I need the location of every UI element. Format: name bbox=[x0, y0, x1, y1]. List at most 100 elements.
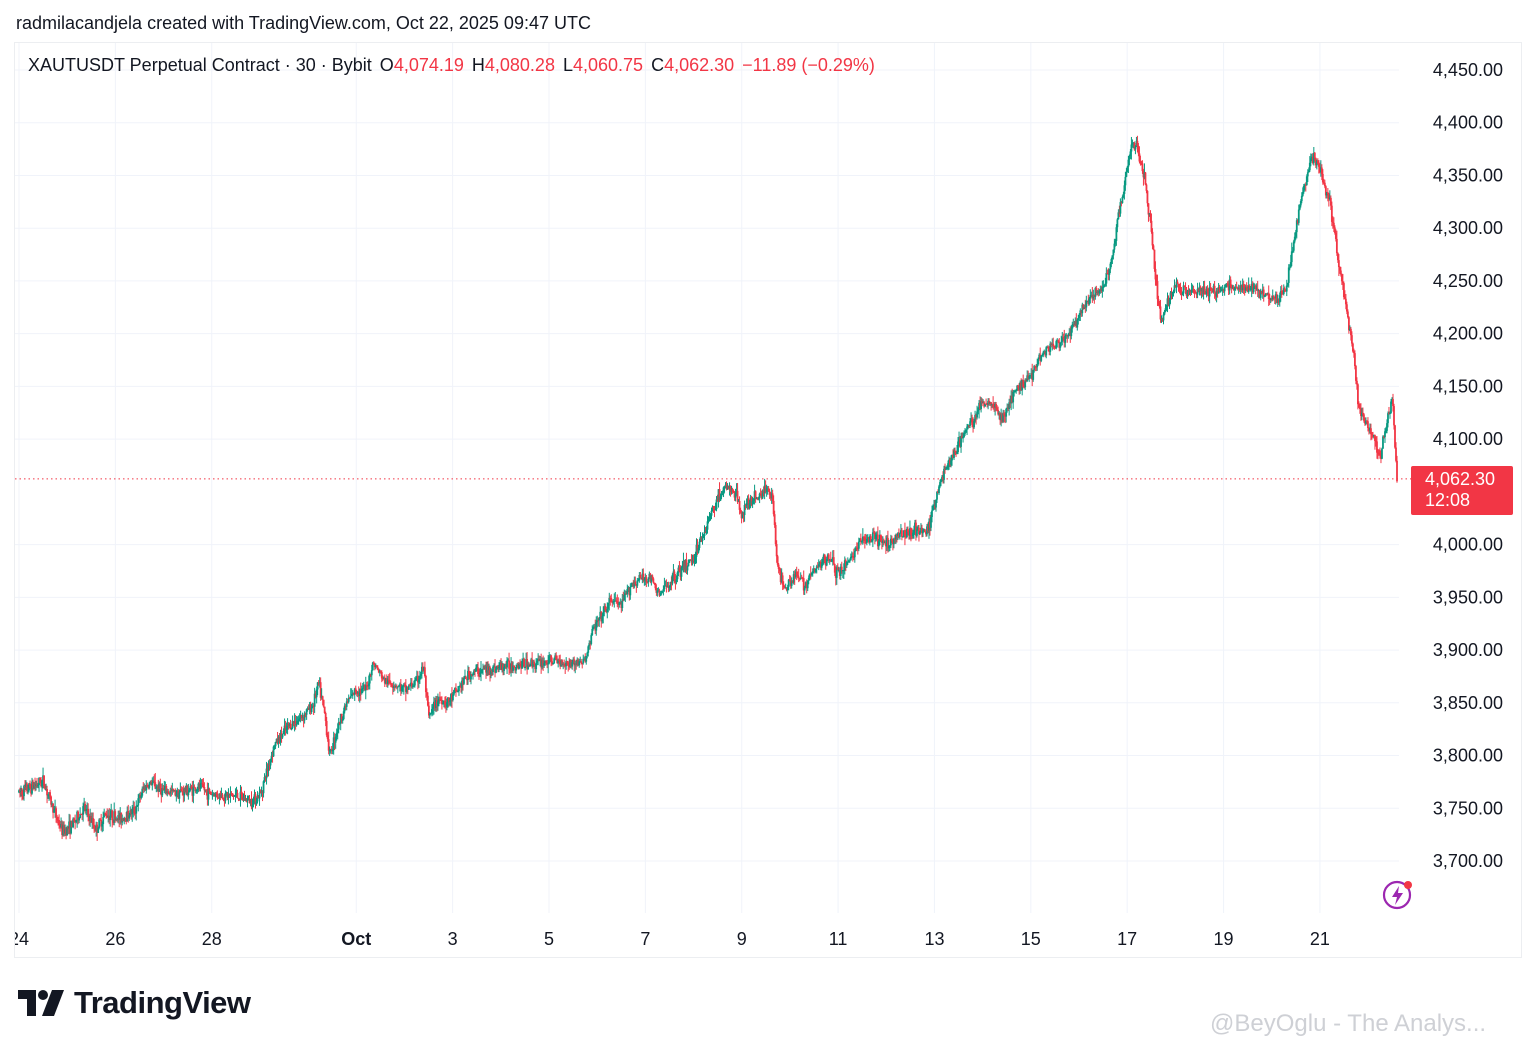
candle-up bbox=[1086, 301, 1089, 303]
candle-up bbox=[1110, 259, 1113, 264]
candle-up bbox=[770, 493, 773, 499]
candle-down bbox=[1378, 452, 1380, 454]
candle-up bbox=[1290, 251, 1293, 263]
candle-down bbox=[526, 659, 529, 670]
candlestick-chart[interactable]: 4,450.00 4,400.00 4,350.00 4,300.00 4,250.00… bbox=[15, 43, 1523, 959]
candle-down bbox=[634, 581, 637, 585]
candle-down bbox=[1370, 428, 1372, 435]
candle-up bbox=[492, 666, 494, 673]
candle-down bbox=[1377, 452, 1379, 454]
candle-down bbox=[1393, 406, 1395, 426]
candle-up bbox=[1111, 255, 1114, 260]
candle-down bbox=[65, 829, 68, 836]
candle-down bbox=[564, 664, 567, 667]
candle-up bbox=[903, 530, 905, 537]
candle-up bbox=[1382, 436, 1384, 449]
candle-up bbox=[815, 566, 818, 569]
candle-up bbox=[710, 510, 713, 516]
candle-up bbox=[437, 701, 439, 707]
candle-down bbox=[1311, 156, 1314, 164]
candle-up bbox=[503, 666, 505, 671]
candle-up bbox=[28, 783, 30, 791]
candle-down bbox=[81, 814, 84, 816]
candle-up bbox=[1202, 286, 1205, 294]
candle-up bbox=[1043, 351, 1046, 353]
candle-down bbox=[268, 765, 271, 767]
y-tick-label: 4,350.00 bbox=[1433, 165, 1503, 185]
candle-down bbox=[177, 790, 180, 799]
candle-down bbox=[439, 698, 441, 700]
candle-up bbox=[786, 586, 789, 591]
candle-up bbox=[463, 678, 465, 684]
candle-down bbox=[1035, 367, 1038, 369]
candle-up bbox=[808, 573, 811, 578]
candle-up bbox=[145, 784, 148, 791]
candle-down bbox=[1156, 281, 1159, 300]
candle-down bbox=[1118, 212, 1121, 214]
candle-up bbox=[343, 705, 346, 712]
candle-up bbox=[476, 667, 478, 669]
candle-up bbox=[188, 790, 191, 793]
candle-up bbox=[411, 685, 414, 687]
candle-down bbox=[961, 435, 963, 439]
candle-up bbox=[1266, 292, 1269, 294]
candle-down bbox=[788, 579, 791, 582]
candle-down bbox=[50, 796, 52, 805]
candle-up bbox=[614, 600, 617, 602]
y-tick-label: 3,800.00 bbox=[1433, 746, 1503, 766]
chart-frame[interactable]: 4,450.00 4,400.00 4,350.00 4,300.00 4,250.00… bbox=[14, 42, 1522, 958]
candle-down bbox=[1332, 222, 1335, 228]
candle-up bbox=[54, 808, 56, 810]
candle-up bbox=[698, 541, 701, 548]
candle-down bbox=[1017, 385, 1020, 388]
candle-down bbox=[71, 820, 74, 828]
symbol-legend[interactable]: XAUTUSDT Perpetual Contract · 30 · Bybit… bbox=[28, 55, 875, 76]
candle-down bbox=[1351, 335, 1353, 344]
candle-down bbox=[90, 816, 93, 823]
tradingview-logo-icon bbox=[18, 990, 64, 1016]
candle-up bbox=[980, 401, 982, 410]
candle-down bbox=[465, 676, 467, 680]
y-tick-label: 4,000.00 bbox=[1433, 535, 1503, 555]
candle-up bbox=[765, 488, 768, 492]
candle-down bbox=[276, 738, 279, 744]
candle-down bbox=[1106, 273, 1109, 275]
candle-down bbox=[385, 678, 388, 684]
candle-up bbox=[1064, 335, 1067, 343]
candle-up bbox=[1103, 285, 1106, 287]
candle-down bbox=[1353, 351, 1355, 354]
candle-down bbox=[1258, 290, 1261, 298]
candle-up bbox=[41, 780, 43, 787]
candle-down bbox=[1147, 203, 1150, 215]
candle-down bbox=[855, 547, 858, 549]
candle-down bbox=[997, 409, 1000, 415]
candle-down bbox=[732, 491, 735, 493]
candle-up bbox=[1299, 201, 1302, 206]
candle-down bbox=[1177, 283, 1180, 288]
candle-down bbox=[573, 659, 576, 666]
candle-up bbox=[1369, 428, 1371, 431]
time-axis: 24 26 28 Oct 3 5 7 9 11 13 15 17 19 21 bbox=[15, 929, 1330, 949]
candle-down bbox=[232, 795, 235, 797]
candle-down bbox=[1334, 232, 1337, 239]
candle-up bbox=[897, 533, 899, 536]
candle-down bbox=[1082, 304, 1085, 310]
candle-down bbox=[440, 699, 442, 701]
candle-down bbox=[1313, 152, 1316, 158]
x-tick-label: 15 bbox=[1021, 929, 1041, 949]
candle-down bbox=[144, 786, 147, 791]
candle-up bbox=[47, 794, 49, 796]
candle-down bbox=[474, 670, 476, 672]
candle-up bbox=[945, 468, 947, 470]
candle-down bbox=[139, 794, 142, 798]
candle-down bbox=[740, 511, 743, 519]
candle-up bbox=[686, 566, 689, 571]
candle-down bbox=[389, 683, 392, 685]
candle-up bbox=[938, 486, 940, 494]
candle-down bbox=[497, 665, 499, 668]
candle-down bbox=[1277, 299, 1280, 303]
candle-down bbox=[1272, 295, 1275, 298]
candle-down bbox=[1248, 285, 1251, 290]
lightning-icon[interactable] bbox=[1382, 879, 1414, 916]
candle-down bbox=[348, 697, 351, 699]
